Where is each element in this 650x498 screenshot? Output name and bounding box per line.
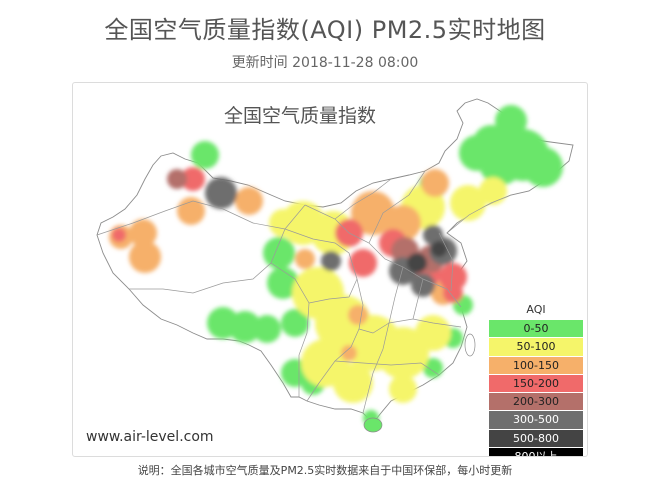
legend-swatch [489,393,583,411]
legend-swatch [489,356,583,374]
legend-item: 50-100 [488,337,584,356]
page-title: 全国空气质量指数(AQI) PM2.5实时地图 [104,16,546,44]
footer-note: 说明：全国各城市空气质量及PM2.5实时数据来自于中国环保部，每小时更新 [137,464,513,477]
legend-label: 100-150 [513,358,559,372]
legend-swatch [489,429,583,448]
update-time: 更新时间 2018-11-28 08:00 [231,55,419,71]
legend-item: 0-50 [488,319,584,338]
legend-swatch [489,320,583,338]
china-map [96,98,574,433]
aqi-map: 全国空气质量指数 www.air-level.com AQI 0-50 50-10… [72,82,588,457]
legend-item: 200-300 [488,392,584,411]
hainan-island [363,417,383,433]
legend-label: 50-100 [516,340,556,354]
legend-label: 200-300 [513,395,559,409]
map-title: 全国空气质量指数 [224,105,377,127]
aqi-overlay [109,105,563,426]
legend-swatch [489,411,583,429]
legend-label: 150-200 [513,376,559,390]
legend-swatch [489,448,583,456]
legend-swatch [489,374,583,393]
aqi-legend: AQI 0-50 50-100 100-150 150-200 200-300 300-5… [488,301,584,457]
legend-label: 0-50 [523,322,549,335]
site-watermark[interactable]: www.air-level.com [86,429,214,445]
legend-swatch [489,338,583,356]
legend-item: 500-800 [488,428,584,448]
legend-item: 300-500 [488,410,584,429]
legend-item: 150-200 [488,373,584,393]
legend-title: AQI [526,303,546,316]
legend-item: 800以上 [488,447,584,457]
legend-label: 800以上 [514,450,558,457]
legend-label: 300-500 [513,413,559,427]
taiwan-island [464,333,476,357]
legend-item: 100-150 [488,355,584,374]
legend-label: 500-800 [513,431,559,445]
province-borders [96,170,512,414]
